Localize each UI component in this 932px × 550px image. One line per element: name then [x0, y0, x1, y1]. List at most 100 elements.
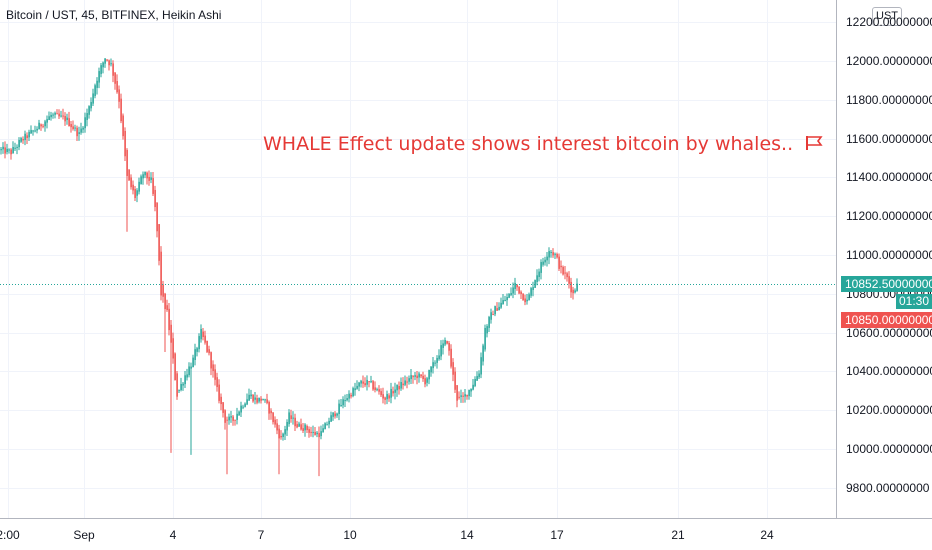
- candle-body: [440, 345, 442, 357]
- candle-body: [398, 386, 400, 390]
- candle-body: [376, 389, 378, 391]
- candle-body: [294, 417, 296, 427]
- candle-body: [12, 146, 14, 154]
- candle-body: [470, 389, 472, 392]
- candle-body: [562, 266, 564, 275]
- time-tick-label: 7: [257, 528, 265, 542]
- annotation-text: WHALE Effect update shows interest bitco…: [263, 133, 794, 155]
- candle-body: [552, 252, 554, 256]
- candle-body: [182, 383, 184, 386]
- candle-body: [174, 353, 176, 380]
- candle-body: [520, 291, 522, 295]
- candle-body: [304, 424, 306, 431]
- candle-body: [318, 433, 320, 438]
- candle-body: [76, 127, 78, 137]
- candle-body: [452, 362, 454, 375]
- candle-body: [312, 431, 314, 433]
- candle-body: [54, 112, 56, 115]
- candle-body: [378, 389, 380, 392]
- candle-body: [512, 287, 514, 294]
- candle-body: [410, 375, 412, 380]
- candle-body: [414, 375, 416, 377]
- candle-body: [58, 113, 60, 117]
- candle-body: [298, 423, 300, 427]
- candle-body: [120, 98, 122, 122]
- candle-body: [50, 114, 52, 118]
- candle-body: [430, 366, 432, 373]
- candle-body: [42, 125, 44, 127]
- candle-body: [176, 373, 178, 397]
- candle-body: [8, 149, 10, 151]
- candle-body: [384, 397, 386, 400]
- price-tick-label: 12200.00000000: [846, 15, 932, 30]
- candle-body: [358, 382, 360, 387]
- candle-body: [498, 306, 500, 311]
- candle-body: [52, 114, 54, 116]
- candle-body: [344, 400, 346, 402]
- candle-body: [532, 287, 534, 291]
- candle-body: [70, 124, 72, 128]
- candle-body: [302, 428, 304, 432]
- candle-body: [108, 60, 110, 66]
- candle-body: [80, 128, 82, 133]
- candle-body: [550, 251, 552, 253]
- candle-body: [126, 149, 128, 176]
- chart-title: Bitcoin / UST, 45, BITFINEX, Heikin Ashi: [6, 8, 222, 22]
- candle-body: [486, 326, 488, 334]
- candle-body: [132, 184, 134, 191]
- currency-button[interactable]: UST: [872, 7, 902, 26]
- candle-body: [324, 423, 326, 430]
- candle-body: [500, 302, 502, 308]
- candle-body: [538, 271, 540, 277]
- candle-body: [516, 284, 518, 288]
- candle-body: [526, 299, 528, 302]
- candle-body: [166, 305, 168, 311]
- candle-body: [264, 399, 266, 401]
- candle-body: [4, 147, 6, 154]
- candle-body: [374, 387, 376, 391]
- candle-body: [38, 122, 40, 130]
- candle-body: [112, 63, 114, 76]
- candle-body: [2, 146, 4, 150]
- candle-body: [574, 290, 576, 293]
- candle-body: [518, 286, 520, 294]
- price-tick-label: 11000.00000000: [846, 248, 932, 262]
- candle-body: [188, 366, 190, 376]
- candle-body: [262, 399, 264, 401]
- candle-body: [482, 345, 484, 362]
- candle-body: [240, 405, 242, 413]
- candle-body: [172, 338, 174, 359]
- candle-body: [26, 135, 28, 139]
- chart-annotation[interactable]: WHALE Effect update shows interest bitco…: [263, 133, 823, 156]
- candle-body: [168, 308, 170, 331]
- candle-body: [392, 391, 394, 394]
- candle-body: [336, 413, 338, 416]
- price-tick-label: 12000.00000000: [846, 54, 932, 68]
- candle-body: [544, 259, 546, 263]
- candle-body: [194, 349, 196, 360]
- candle-body: [458, 396, 460, 398]
- candle-body: [348, 393, 350, 399]
- candle-body: [420, 374, 422, 377]
- candle-body: [244, 403, 246, 407]
- candle-body: [66, 117, 68, 121]
- candle-body: [364, 383, 366, 386]
- chart-grid: [0, 0, 836, 518]
- candle-body: [210, 352, 212, 369]
- candle-body: [254, 397, 256, 400]
- candle-body: [272, 412, 274, 423]
- candle-body: [490, 312, 492, 320]
- candle-body: [502, 300, 504, 305]
- candle-body: [488, 317, 490, 328]
- candle-body: [342, 399, 344, 406]
- candle-body: [380, 391, 382, 396]
- candle-body: [28, 131, 30, 138]
- candle-body: [306, 426, 308, 431]
- candle-body: [450, 348, 452, 367]
- candle-body: [96, 80, 98, 88]
- candle-body: [74, 127, 76, 129]
- candle-body: [106, 59, 108, 61]
- candle-body: [362, 381, 364, 384]
- time-tick-label: 10: [343, 528, 357, 542]
